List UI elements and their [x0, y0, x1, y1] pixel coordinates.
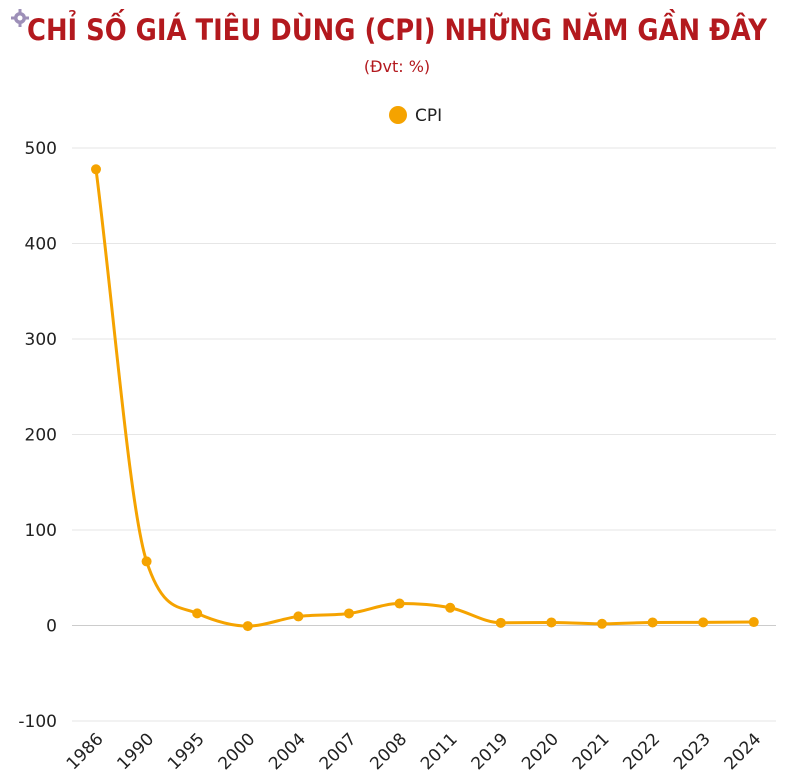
- x-tick-label: 2023: [670, 729, 715, 774]
- series-points-cpi: [91, 164, 759, 632]
- y-axis: -100 0 100 200 300 400 500: [18, 139, 57, 732]
- y-tick-label: 0: [46, 617, 57, 637]
- data-point[interactable]: [394, 598, 405, 609]
- y-tick-label: 100: [25, 521, 57, 541]
- y-tick-label: -100: [18, 712, 57, 732]
- x-tick-label: 2007: [316, 729, 361, 774]
- data-point[interactable]: [344, 608, 354, 619]
- data-point[interactable]: [647, 617, 658, 628]
- x-tick-label: 2020: [518, 729, 563, 774]
- data-point[interactable]: [141, 556, 152, 567]
- corner-gear-icon: [11, 9, 29, 27]
- data-point[interactable]: [91, 164, 101, 175]
- data-point[interactable]: [445, 602, 456, 613]
- x-tick-label: 2021: [569, 729, 614, 774]
- data-point[interactable]: [698, 617, 709, 628]
- x-axis: 1986 1990 1995 2000 2004 2007 2008 2011 2019 2020…: [63, 729, 766, 774]
- legend-label-cpi: CPI: [415, 106, 442, 126]
- data-point[interactable]: [748, 617, 759, 628]
- x-tick-label: 1995: [164, 729, 209, 774]
- x-tick-label: 2019: [468, 729, 513, 774]
- x-tick-label: 1990: [113, 729, 158, 774]
- y-tick-label: 200: [25, 426, 57, 446]
- x-tick-label: 2022: [619, 729, 664, 774]
- x-tick-label: 1986: [63, 729, 108, 774]
- legend-marker: [389, 106, 407, 124]
- y-tick-label: 400: [25, 235, 57, 255]
- x-tick-label: 2011: [417, 729, 462, 774]
- data-point[interactable]: [192, 608, 203, 619]
- y-tick-label: 500: [25, 139, 57, 159]
- y-tick-label: 300: [25, 330, 57, 350]
- data-point[interactable]: [293, 611, 304, 622]
- chart-title: CHỈ SỐ GIÁ TIÊU DÙNG (CPI) NHỮNG NĂM GẦN…: [27, 9, 768, 47]
- legend[interactable]: CPI: [389, 106, 442, 126]
- data-point[interactable]: [242, 621, 253, 632]
- data-point[interactable]: [495, 617, 506, 628]
- data-point[interactable]: [597, 618, 607, 629]
- x-tick-label: 2008: [366, 729, 411, 774]
- x-tick-label: 2000: [215, 729, 260, 774]
- data-point[interactable]: [546, 617, 557, 628]
- chart-subtitle: (Đvt: %): [364, 57, 430, 76]
- x-tick-label: 2024: [721, 729, 766, 774]
- x-tick-label: 2004: [265, 729, 310, 774]
- grid: [72, 147, 776, 722]
- series-line-cpi: [94, 169, 754, 628]
